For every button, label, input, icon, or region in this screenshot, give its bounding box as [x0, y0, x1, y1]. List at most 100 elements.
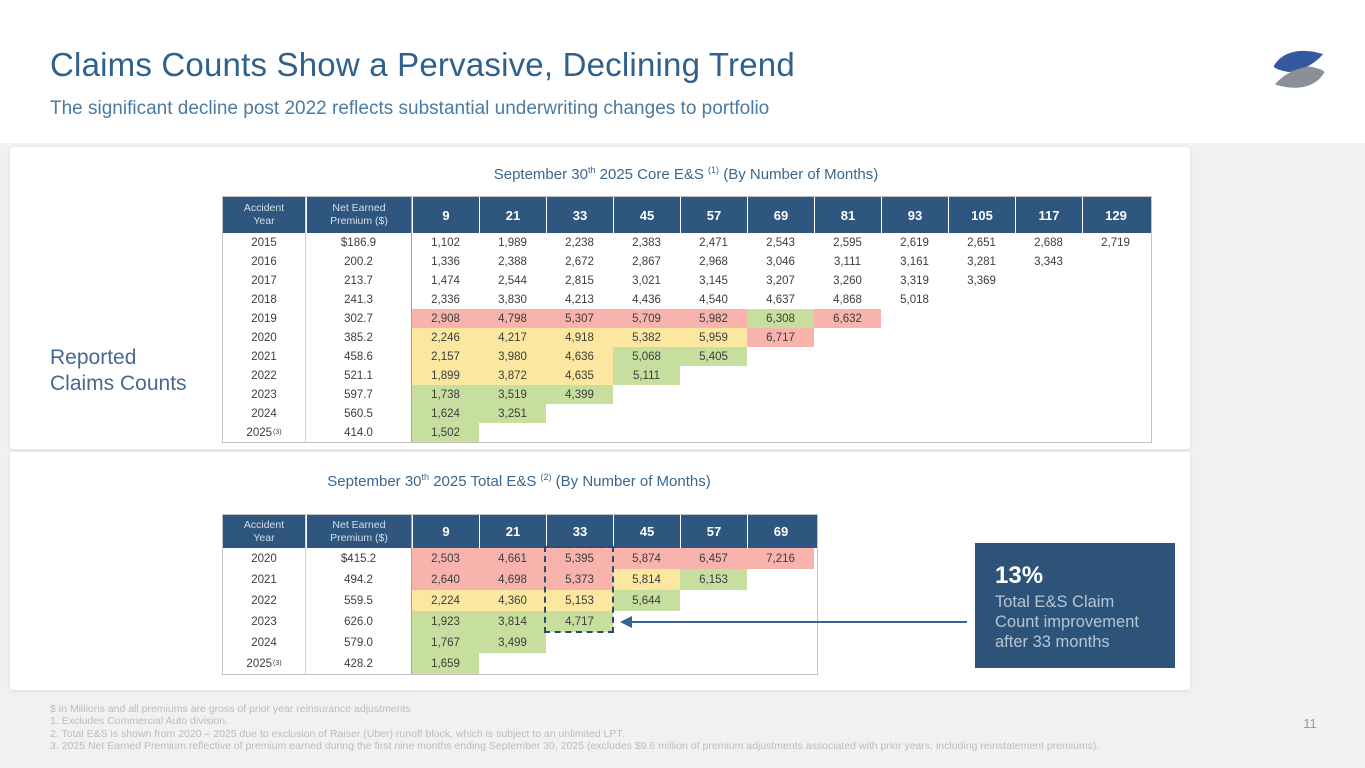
net-earned-premium-cell: 428.2 — [306, 653, 412, 674]
total-es-claims-table: Accident Year Net Earned Premium ($) 9 21 33 45… — [222, 514, 818, 675]
accident-year-cell: 2017 — [223, 271, 306, 290]
claims-count-cell: 3,980 — [479, 347, 546, 366]
claims-count-cell: 1,659 — [412, 653, 479, 674]
page-subtitle: The significant decline post 2022 reflec… — [50, 98, 770, 119]
table-body: 2020 $415.2 2,503 4,661 5,395 5,874 6,457 7,216… — [223, 548, 817, 674]
claims-count-cell: 3,499 — [479, 632, 546, 653]
improvement-description: Total E&S Claim Count improvement after … — [995, 593, 1139, 651]
claims-count-cell: 4,868 — [833, 293, 862, 306]
months-column-header: 21 — [479, 515, 546, 548]
net-earned-premium-cell: 458.6 — [306, 347, 412, 366]
claims-count-cell: 4,637 — [766, 293, 795, 306]
accident-year-cell: 2023 — [223, 385, 306, 404]
logo-swoosh-gray — [1274, 66, 1325, 88]
callout-arrow-head-icon — [620, 616, 632, 628]
claims-count-cell: 2,968 — [699, 255, 728, 268]
accident-year-row: 2023 597.7 1,738 3,519 4,399 — [223, 385, 1151, 404]
table-body: 2015 $186.9 1,102 1,989 2,238 2,383 2,471 2,543… — [223, 233, 1151, 442]
claims-count-cell: 1,738 — [412, 385, 479, 404]
months-column-header: 21 — [479, 197, 546, 233]
claims-count-cell: 5,874 — [613, 548, 680, 569]
accident-year-row: 2020 $415.2 2,503 4,661 5,395 5,874 6,457 7,216 — [223, 548, 817, 569]
net-earned-premium-cell: 385.2 — [306, 328, 412, 347]
claims-count-cell: 7,216 — [747, 548, 814, 569]
claims-count-cell: 3,519 — [479, 385, 546, 404]
net-earned-premium-cell: 213.7 — [306, 271, 412, 290]
accident-year-header: Accident Year — [223, 515, 306, 548]
accident-year-row: 2021 458.6 2,157 3,980 4,636 5,068 5,405 — [223, 347, 1151, 366]
months-column-header: 129 — [1082, 197, 1149, 233]
footnote-line: 2. Total E&S is shown from 2020 – 2025 d… — [50, 727, 625, 740]
core-es-table-title: September 30th 2025 Core E&S (1) (By Num… — [493, 165, 879, 183]
accident-year-row: 2019 302.7 2,908 4,798 5,307 5,709 5,982 6,308 6… — [223, 309, 1151, 328]
claims-count-cell: 2,908 — [412, 309, 479, 328]
claims-count-cell: 5,959 — [680, 328, 747, 347]
months-column-header: 45 — [613, 197, 680, 233]
claims-count-cell: 3,369 — [967, 274, 996, 287]
claims-count-cell: 5,709 — [613, 309, 680, 328]
accident-year-row: 2018 241.3 2,336 3,830 4,213 4,436 4,540 4,637 4… — [223, 290, 1151, 309]
net-earned-premium-header: Net Earned Premium ($) — [306, 515, 412, 548]
claims-count-cell: 4,698 — [479, 569, 546, 590]
accident-year-cell: 2022 — [223, 590, 306, 611]
side-label-line: Claims Counts — [50, 372, 187, 396]
claims-count-cell: 3,281 — [967, 255, 996, 268]
claims-count-cell: 4,635 — [546, 366, 613, 385]
footnote-line: 1. Excludes Commercial Auto division. — [50, 715, 228, 728]
claims-count-cell: 3,046 — [766, 255, 795, 268]
months-column-header: 57 — [680, 197, 747, 233]
page-number: 11 — [1303, 716, 1317, 731]
claims-count-cell: 2,383 — [632, 236, 661, 249]
claims-count-cell: 5,395 — [546, 548, 613, 569]
claims-count-cell: 6,717 — [747, 328, 814, 347]
accident-year-row: 2022 559.5 2,224 4,360 5,153 5,644 — [223, 590, 817, 611]
accident-year-row: 2021 494.2 2,640 4,698 5,373 5,814 6,153 — [223, 569, 817, 590]
accident-year-cell: 2016 — [223, 252, 306, 271]
claims-count-cell: 6,457 — [680, 548, 747, 569]
claims-count-cell: 5,982 — [680, 309, 747, 328]
improvement-callout: 13% Total E&S Claim Count improvement af… — [975, 543, 1175, 668]
claims-count-cell: 2,619 — [900, 236, 929, 249]
claims-count-cell: 3,161 — [900, 255, 929, 268]
claims-count-cell: 4,360 — [479, 590, 546, 611]
claims-count-cell: 4,798 — [479, 309, 546, 328]
net-earned-premium-cell: 560.5 — [306, 404, 412, 423]
accident-year-row: 2020 385.2 2,246 4,217 4,918 5,382 5,959 6,717 — [223, 328, 1151, 347]
net-earned-premium-cell: 626.0 — [306, 611, 412, 632]
claims-count-cell: 3,830 — [498, 293, 527, 306]
claims-count-cell: 3,207 — [766, 274, 795, 287]
accident-year-cell: 2019 — [223, 309, 306, 328]
accident-year-row: 2022 521.1 1,899 3,872 4,635 5,111 — [223, 366, 1151, 385]
accident-year-cell: 2021 — [223, 569, 306, 590]
reported-claims-counts-label: Reported Claims Counts — [50, 345, 187, 398]
claims-count-cell: 2,595 — [833, 236, 862, 249]
claims-count-cell: 5,644 — [613, 590, 680, 611]
claims-count-cell: 2,224 — [412, 590, 479, 611]
accident-year-cell: 2025 (3) — [223, 653, 306, 674]
claims-count-cell: 5,814 — [613, 569, 680, 590]
claims-count-cell: 4,213 — [565, 293, 594, 306]
claims-count-cell: 2,867 — [632, 255, 661, 268]
accident-year-row: 2023 626.0 1,923 3,814 4,717 — [223, 611, 817, 632]
claims-count-cell: 1,989 — [498, 236, 527, 249]
claims-count-cell: 1,502 — [412, 423, 479, 442]
improvement-percentage: 13% — [995, 562, 1044, 589]
months-column-header: 9 — [412, 515, 479, 548]
claims-count-cell: 1,474 — [431, 274, 460, 287]
accident-year-cell: 2024 — [223, 404, 306, 423]
accident-year-cell: 2022 — [223, 366, 306, 385]
claims-count-cell: 3,872 — [479, 366, 546, 385]
side-label-line: Reported — [50, 346, 137, 369]
claims-count-cell: 2,651 — [967, 236, 996, 249]
net-earned-premium-cell: 241.3 — [306, 290, 412, 309]
claims-count-cell: 2,543 — [766, 236, 795, 249]
claims-count-cell: 4,399 — [546, 385, 613, 404]
months-column-header: 57 — [680, 515, 747, 548]
claims-count-cell: 4,636 — [546, 347, 613, 366]
months-column-header: 33 — [546, 515, 613, 548]
claims-count-cell: 2,719 — [1101, 236, 1130, 249]
accident-year-row: 2025 (3) 414.0 1,502 — [223, 423, 1151, 442]
months-column-header: 93 — [881, 197, 948, 233]
claims-count-cell: 1,102 — [431, 236, 460, 249]
claims-count-cell: 2,336 — [431, 293, 460, 306]
